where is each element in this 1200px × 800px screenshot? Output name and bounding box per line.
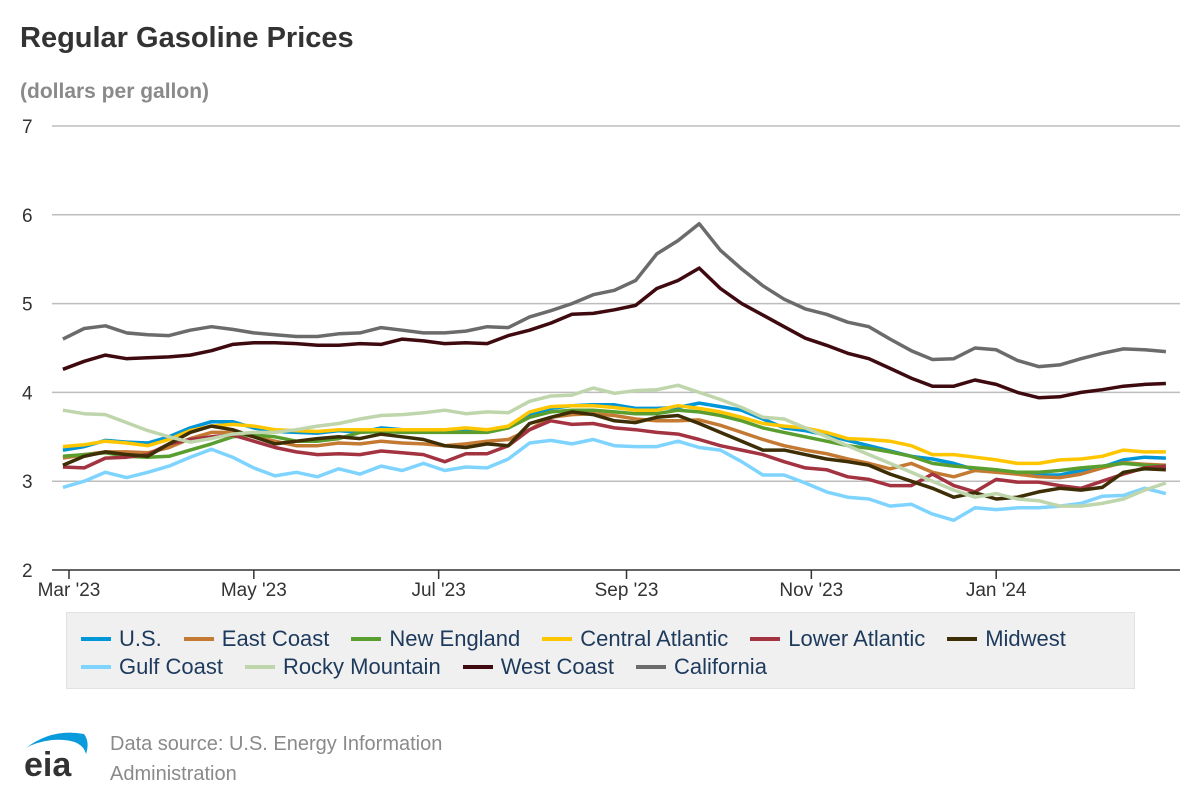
legend-row: U.S. East Coast New England Central Atlanti… (81, 625, 1134, 653)
line-chart: 2 3 4 5 6 7 Mar '23 May '23 Jul '23 Sep '23 Nov '… (22, 117, 1180, 601)
data-source: Data source: U.S. Energy Information Adm… (110, 733, 443, 785)
x-tick-label: Jan '24 (966, 580, 1027, 601)
x-tick-label: May '23 (221, 580, 287, 601)
legend-row: Gulf Coast Rocky Mountain West Coast Califo… (81, 653, 1134, 681)
y-tick-label: 2 (22, 561, 33, 582)
legend-label: Lower Atlantic (788, 626, 926, 651)
series-line-california (62, 221, 1167, 369)
legend: U.S. East Coast New England Central Atlanti… (66, 612, 1135, 689)
chart-title: Regular Gasoline Prices (20, 22, 354, 54)
legend-swatch (750, 637, 781, 641)
legend-item[interactable]: Midwest (947, 626, 1066, 652)
x-tick-label: Mar '23 (38, 580, 101, 601)
legend-item[interactable]: West Coast (462, 654, 614, 680)
y-tick-label: 6 (22, 206, 33, 227)
x-axis: Mar '23 May '23 Jul '23 Sep '23 Nov '23 Jan '… (38, 569, 1180, 601)
series-line-west-coast (62, 266, 1166, 400)
y-tick-label: 3 (22, 472, 33, 493)
y-axis: 2 3 4 5 6 7 (22, 117, 33, 582)
legend-label: Gulf Coast (119, 654, 223, 679)
y-tick-label: 7 (22, 117, 33, 138)
legend-item[interactable]: Rocky Mountain (244, 654, 441, 680)
legend-item[interactable]: East Coast (183, 626, 330, 652)
legend-label: East Coast (221, 626, 330, 651)
legend-item[interactable]: California (636, 654, 767, 680)
series-lines (62, 221, 1167, 523)
legend-item[interactable]: Gulf Coast (81, 654, 223, 680)
x-tick-label: Sep '23 (595, 580, 659, 601)
legend-swatch (462, 665, 493, 669)
legend-swatch (244, 665, 275, 669)
legend-item[interactable]: New England (351, 626, 520, 652)
x-tick-label: Jul '23 (411, 580, 465, 601)
legend-swatch (351, 637, 382, 641)
legend-label: West Coast (500, 654, 614, 679)
legend-swatch (81, 665, 111, 669)
y-tick-label: 5 (22, 295, 33, 316)
legend-label: U.S. (119, 626, 162, 651)
eia-logo: eia (24, 732, 88, 780)
legend-swatch (636, 665, 666, 669)
legend-label: Central Atlantic (580, 626, 729, 651)
legend-swatch (183, 637, 214, 641)
legend-label: Rocky Mountain (282, 654, 441, 679)
chart-subtitle: (dollars per gallon) (20, 80, 210, 103)
legend-label: New England (389, 626, 521, 651)
legend-label: California (674, 654, 767, 679)
svg-text:eia: eia (24, 746, 72, 780)
legend-item[interactable]: Lower Atlantic (750, 626, 925, 652)
series-line-central-atlantic (62, 403, 1166, 466)
legend-swatch (542, 637, 573, 641)
legend-swatch (947, 637, 978, 641)
series-line-gulf-coast (62, 437, 1167, 523)
legend-item[interactable]: U.S. (81, 626, 162, 652)
x-tick-label: Nov '23 (779, 580, 843, 601)
series-line-lower-atlantic (62, 419, 1167, 494)
legend-item[interactable]: Central Atlantic (542, 626, 728, 652)
series-line-rocky-mountain (62, 383, 1167, 508)
y-tick-label: 4 (22, 383, 33, 404)
legend-swatch (81, 637, 111, 641)
legend-label: Midwest (985, 626, 1066, 651)
